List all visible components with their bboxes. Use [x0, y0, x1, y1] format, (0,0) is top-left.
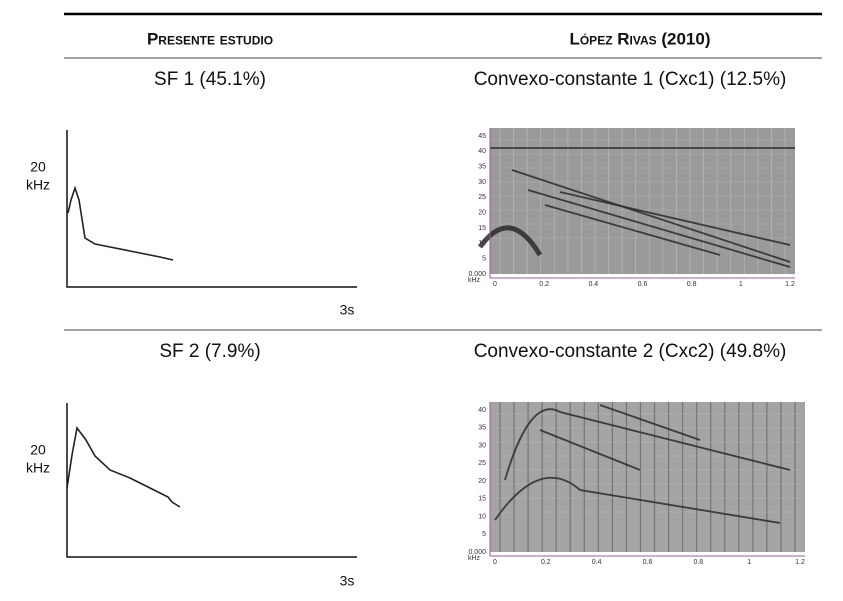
- x-tick-label: 0.6: [643, 559, 653, 566]
- y-tick-label: 20: [478, 210, 486, 217]
- y-unit: kHz: [468, 277, 481, 284]
- spectrogram: [490, 402, 805, 552]
- call-contour: [599, 404, 701, 441]
- x-tick-label: 0.2: [541, 559, 551, 566]
- x-tick-label: 1: [747, 559, 751, 566]
- y-tick-label: 0.000: [468, 271, 486, 278]
- sketch-y-value: 20: [30, 442, 46, 458]
- y-tick-label: 40: [478, 148, 486, 155]
- sketch-contour: [66, 426, 181, 508]
- y-tick-label: 0.000: [468, 549, 486, 556]
- x-tick-label: 1: [739, 281, 743, 288]
- y-unit: kHz: [468, 555, 481, 562]
- y-tick-label: 35: [478, 164, 486, 171]
- row-title: SF 2 (7.9%): [159, 341, 260, 362]
- x-tick-label: 0.8: [693, 559, 703, 566]
- row-title: Convexo-constante 2 (Cxc2) (49.8%): [474, 341, 787, 362]
- x-tick-label: 0: [493, 559, 497, 566]
- x-tick-label: 1.2: [795, 559, 805, 566]
- row-title: SF 1 (45.1%): [154, 69, 266, 90]
- y-tick-label: 25: [478, 460, 486, 467]
- call-contour: [511, 169, 791, 263]
- y-tick-label: 30: [478, 179, 486, 186]
- column-header: López Rivas (2010): [569, 29, 710, 48]
- y-tick-label: 15: [478, 496, 486, 503]
- spectrogram-axes: [489, 128, 795, 279]
- x-tick-label: 0.4: [588, 281, 598, 288]
- call-contour: [504, 408, 791, 481]
- sketch-y-value: 20: [30, 159, 46, 175]
- call-contour: [559, 191, 791, 246]
- y-tick-label: 20: [478, 478, 486, 485]
- y-tick-label: 25: [478, 194, 486, 201]
- spectrogram-axes: [489, 402, 805, 557]
- sketch-axes: [66, 403, 357, 558]
- y-tick-label: 40: [478, 407, 486, 414]
- y-tick-label: 30: [478, 442, 486, 449]
- x-tick-label: 0.8: [687, 281, 697, 288]
- sketch-x-value: 3s: [340, 302, 355, 318]
- y-tick-label: 10: [478, 240, 486, 247]
- call-contour: [477, 225, 543, 257]
- y-tick-label: 45: [478, 133, 486, 140]
- sketch-contour: [67, 185, 174, 261]
- y-tick-label: 5: [482, 256, 486, 263]
- x-tick-label: 0.6: [638, 281, 648, 288]
- call-contour: [539, 429, 641, 471]
- y-tick-label: 5: [482, 531, 486, 538]
- sketch-y-unit: kHz: [26, 177, 50, 193]
- row-title: Convexo-constante 1 (Cxc1) (12.5%): [474, 69, 787, 90]
- x-tick-label: 0.4: [592, 559, 602, 566]
- sketch-y-unit: kHz: [26, 460, 50, 476]
- x-tick-label: 1.2: [785, 281, 795, 288]
- sketch-axes: [66, 130, 357, 288]
- call-contour: [494, 476, 781, 524]
- y-tick-label: 35: [478, 425, 486, 432]
- y-tick-label: 10: [478, 513, 486, 520]
- sketch-x-value: 3s: [340, 573, 355, 589]
- column-header: Presente estudio: [147, 29, 273, 48]
- x-tick-label: 0.2: [539, 281, 549, 288]
- call-contour: [544, 204, 721, 256]
- call-contour: [527, 189, 791, 268]
- y-tick-label: 15: [478, 225, 486, 232]
- x-tick-label: 0: [493, 281, 497, 288]
